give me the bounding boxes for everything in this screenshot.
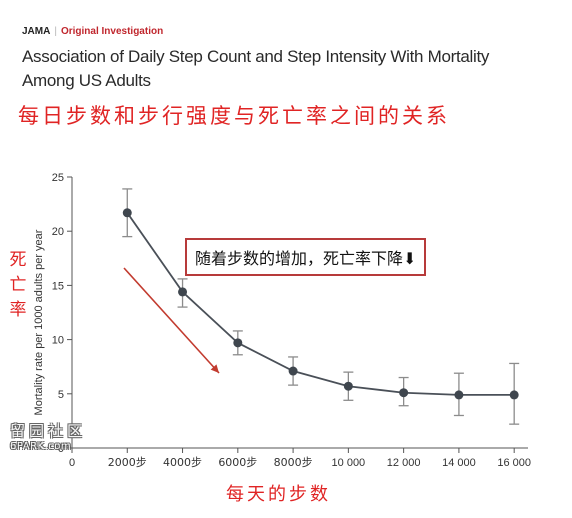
trend-arrow-shaft bbox=[123, 267, 220, 374]
trend-arrow-head bbox=[210, 364, 219, 373]
y-tick-label: 15 bbox=[52, 280, 64, 292]
data-point bbox=[178, 287, 188, 297]
chinese-x-label: 每天的步数 bbox=[226, 484, 331, 505]
series-line bbox=[126, 212, 515, 396]
y-tick-label: 5 bbox=[58, 389, 64, 401]
trend-annotation-box: 随着步数的增加，死亡率下降⬇ bbox=[185, 238, 427, 276]
journal-section: Original Investigation bbox=[60, 26, 164, 37]
x-tick-label: 14 000 bbox=[442, 457, 476, 469]
trend-arrow bbox=[123, 267, 220, 374]
y-tick-label: 25 bbox=[52, 172, 64, 184]
y-tick-label: 10 bbox=[52, 335, 64, 347]
brand-separator: | bbox=[54, 26, 57, 37]
data-point bbox=[233, 338, 243, 348]
x-tick-label: 8000步 bbox=[274, 456, 313, 469]
data-point bbox=[288, 366, 298, 376]
y-tick-label: 0 bbox=[58, 443, 64, 455]
article-title-line-1: Association of Daily Step Count and Step… bbox=[22, 47, 490, 66]
y-tick-label: 20 bbox=[52, 226, 64, 238]
chart-axes: 0 5 10 15 20 25 0 2000步 4000步 6000步 8000步 10 000 12 … bbox=[33, 172, 531, 469]
x-tick-label: 12 000 bbox=[387, 457, 421, 469]
data-point bbox=[122, 208, 132, 218]
chinese-title: 每日步数和步行强度与死亡率之间的关系 bbox=[18, 104, 450, 128]
x-tick-label: 4000步 bbox=[163, 456, 202, 469]
journal-brand-row: JAMA | Original Investigation bbox=[22, 26, 562, 37]
chinese-y-label: 死亡率 bbox=[9, 250, 27, 320]
watermark-chinese: 留园社区 bbox=[10, 422, 87, 440]
journal-name: JAMA bbox=[22, 26, 51, 37]
article-title: Association of Daily Step Count and Step… bbox=[22, 45, 562, 93]
x-tick-label: 10 000 bbox=[332, 457, 366, 469]
watermark-english: 6PARK.com bbox=[10, 441, 72, 452]
x-tick-label: 0 bbox=[69, 457, 75, 469]
watermark: 留园社区 6PARK.com bbox=[10, 420, 98, 452]
data-point bbox=[399, 388, 409, 398]
article-title-line-2: Among US Adults bbox=[22, 71, 151, 90]
data-point bbox=[343, 381, 353, 391]
data-points bbox=[122, 208, 519, 400]
y-axis-title: Mortality rate per 1000 adults per year bbox=[33, 229, 45, 415]
series-line-group bbox=[126, 212, 515, 396]
data-point bbox=[454, 390, 464, 400]
error-bars bbox=[122, 188, 520, 425]
x-tick-label: 6000步 bbox=[218, 456, 257, 469]
x-tick-label: 2000步 bbox=[108, 456, 147, 469]
data-point bbox=[509, 390, 519, 400]
x-tick-label: 16 000 bbox=[497, 457, 531, 469]
figure-header: JAMA | Original Investigation Association … bbox=[22, 26, 562, 93]
